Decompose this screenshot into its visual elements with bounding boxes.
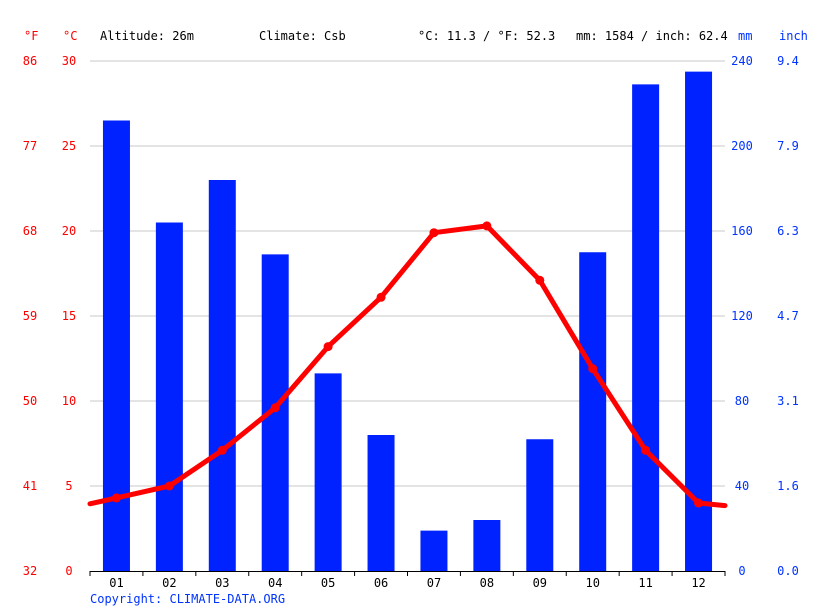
mm-unit-label: mm <box>738 29 752 43</box>
temperature-point-05 <box>323 342 333 352</box>
mm-tick-label: 80 <box>735 394 749 408</box>
precipitation-bar-06 <box>367 435 395 571</box>
mm-tick-label: 40 <box>735 479 749 493</box>
month-tick-label-03: 03 <box>215 576 229 590</box>
temperature-point-12 <box>694 498 704 508</box>
month-tick-label-06: 06 <box>374 576 388 590</box>
month-tick-label-04: 04 <box>268 576 282 590</box>
precipitation-bar-11 <box>632 84 660 571</box>
month-tick-label-08: 08 <box>480 576 494 590</box>
precipitation-bar-05 <box>314 373 342 571</box>
temperature-line <box>87 221 728 509</box>
mm-tick-label: 0 <box>738 564 745 578</box>
temperature-point-03 <box>217 445 227 455</box>
fahrenheit-tick-label: 86 <box>23 54 37 68</box>
month-tick-label-07: 07 <box>427 576 441 590</box>
grid-lines <box>90 60 725 487</box>
inch-tick-label: 3.1 <box>777 394 799 408</box>
temperature-point-10 <box>588 364 598 374</box>
fahrenheit-unit-label: °F <box>24 29 38 43</box>
precipitation-summary: mm: 1584 / inch: 62.4 <box>576 29 728 43</box>
temperature-summary: °C: 11.3 / °F: 52.3 <box>418 29 555 43</box>
fahrenheit-tick-label: 32 <box>23 564 37 578</box>
axes <box>89 571 726 576</box>
precipitation-bar-12 <box>685 71 713 571</box>
fahrenheit-tick-label: 77 <box>23 139 37 153</box>
inch-tick-label: 4.7 <box>777 309 799 323</box>
temperature-point-08 <box>482 221 492 231</box>
month-tick-label-05: 05 <box>321 576 335 590</box>
temperature-point-06 <box>376 292 386 302</box>
precipitation-bar-09 <box>526 439 554 571</box>
celsius-tick-label: 20 <box>62 224 76 238</box>
month-tick-label-09: 09 <box>533 576 547 590</box>
temperature-point-07 <box>429 228 439 238</box>
precipitation-bar-08 <box>473 520 501 571</box>
month-tick-label-01: 01 <box>109 576 123 590</box>
celsius-tick-label: 25 <box>62 139 76 153</box>
temperature-point-01 <box>111 493 121 503</box>
mm-tick-label: 160 <box>731 224 753 238</box>
inch-tick-label: 1.6 <box>777 479 799 493</box>
mm-tick-label: 240 <box>731 54 753 68</box>
precipitation-bar-02 <box>155 222 183 571</box>
fahrenheit-tick-label: 41 <box>23 479 37 493</box>
fahrenheit-tick-label: 68 <box>23 224 37 238</box>
climate-label: Climate: Csb <box>259 29 346 43</box>
temperature-point-02 <box>164 481 174 491</box>
temperature-point-09 <box>535 275 545 285</box>
month-tick-label-10: 10 <box>585 576 599 590</box>
temperature-point-04 <box>270 403 280 413</box>
fahrenheit-tick-label: 59 <box>23 309 37 323</box>
precipitation-bars <box>102 71 713 571</box>
precipitation-bar-03 <box>208 180 236 571</box>
precipitation-bar-01 <box>102 120 130 571</box>
precipitation-bar-07 <box>420 530 448 571</box>
celsius-tick-label: 0 <box>65 564 72 578</box>
precipitation-bar-10 <box>579 252 607 571</box>
month-tick-label-12: 12 <box>691 576 705 590</box>
mm-tick-label: 200 <box>731 139 753 153</box>
temperature-point-11 <box>641 445 651 455</box>
inch-tick-label: 0.0 <box>777 564 799 578</box>
altitude-label: Altitude: 26m <box>100 29 194 43</box>
celsius-tick-label: 15 <box>62 309 76 323</box>
month-tick-label-02: 02 <box>162 576 176 590</box>
inch-unit-label: inch <box>779 29 808 43</box>
temperature-line-path <box>87 223 728 509</box>
celsius-unit-label: °C <box>63 29 77 43</box>
celsius-tick-label: 30 <box>62 54 76 68</box>
inch-tick-label: 9.4 <box>777 54 799 68</box>
inch-tick-label: 6.3 <box>777 224 799 238</box>
mm-tick-label: 120 <box>731 309 753 323</box>
celsius-tick-label: 10 <box>62 394 76 408</box>
copyright-text: Copyright: CLIMATE-DATA.ORG <box>90 592 285 606</box>
celsius-tick-label: 5 <box>65 479 72 493</box>
month-tick-label-11: 11 <box>638 576 652 590</box>
tick-labels: 86 30 240 9.477 25 200 7.968 20 160 6.359 15 120 4.7… <box>23 54 799 590</box>
fahrenheit-tick-label: 50 <box>23 394 37 408</box>
inch-tick-label: 7.9 <box>777 139 799 153</box>
